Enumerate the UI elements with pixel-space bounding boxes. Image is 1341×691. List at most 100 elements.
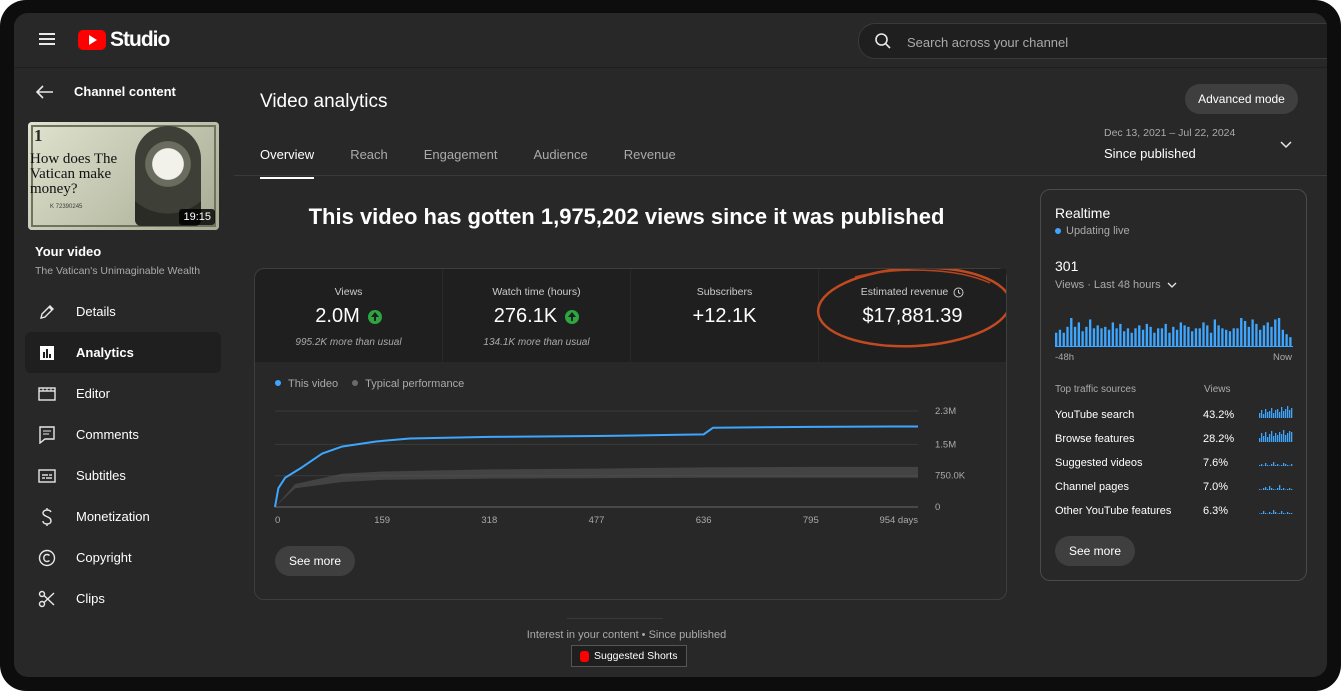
advanced-mode-button[interactable]: Advanced mode: [1185, 84, 1298, 114]
trend-up-icon: [565, 309, 580, 324]
tab-audience[interactable]: Audience: [533, 147, 588, 162]
x-tick-label: 0: [275, 515, 280, 526]
sparkline-bar: [1275, 512, 1277, 514]
x-tick-label: 159: [374, 515, 390, 526]
tab-engagement[interactable]: Engagement: [423, 147, 498, 162]
sparkline-bar: [1263, 511, 1265, 514]
tab-reach[interactable]: Reach: [350, 147, 388, 162]
sparkline-bar: [1263, 465, 1265, 466]
channel-search[interactable]: [858, 23, 1327, 60]
sparkline-bar: [1283, 411, 1285, 418]
subtitles-icon: [37, 468, 57, 483]
sparkline-bar: [1265, 463, 1267, 466]
sparkline-bar: [1271, 464, 1273, 466]
legend-typical-performance[interactable]: Typical performance: [352, 378, 464, 390]
sidebar-item-copyright[interactable]: Copyright: [25, 537, 221, 578]
sparkline-bar: [1291, 489, 1293, 490]
sparkline-bar: [1287, 465, 1289, 466]
suggested-shorts-chip[interactable]: Suggested Shorts: [571, 645, 688, 667]
pencil-icon: [37, 303, 57, 321]
sparkline-bar: [1283, 488, 1285, 490]
realtime-bar: [1206, 325, 1209, 346]
sidebar-item-subtitles[interactable]: Subtitles: [25, 455, 221, 496]
see-more-button[interactable]: See more: [275, 546, 356, 576]
realtime-bar: [1157, 328, 1160, 346]
tab-revenue[interactable]: Revenue: [623, 147, 676, 162]
dollar-icon: [37, 507, 57, 527]
realtime-bar: [1198, 328, 1201, 346]
realtime-bar: [1130, 332, 1133, 346]
sparkline-bar: [1269, 434, 1271, 442]
realtime-bar: [1228, 331, 1232, 346]
sparkline-bar: [1265, 432, 1267, 442]
sparkline-bar: [1279, 465, 1281, 466]
sparkline-bar: [1259, 489, 1261, 490]
arrow-left-icon: [36, 84, 53, 99]
search-input[interactable]: [905, 24, 1289, 60]
metric-subscribers[interactable]: Subscribers +12.1K: [631, 269, 819, 362]
sparkline-bar: [1291, 432, 1293, 442]
sparkline-bar: [1269, 512, 1271, 514]
realtime-period-select[interactable]: Views · Last 48 hours: [1055, 279, 1177, 291]
traffic-source-row[interactable]: Browse features 28.2%: [1055, 430, 1295, 457]
sidebar-item-editor[interactable]: Editor: [25, 373, 221, 414]
sparkline-bar: [1265, 409, 1267, 418]
video-thumbnail[interactable]: 1 How does The Vatican make money? K 723…: [28, 122, 219, 230]
traffic-source-name: Suggested videos: [1055, 457, 1143, 469]
sparkline-bar: [1287, 512, 1289, 514]
overview-card: Views 2.0M 995.2K more than usual Watch …: [254, 268, 1007, 600]
sparkline-bar: [1285, 513, 1287, 514]
realtime-bar: [1289, 337, 1292, 346]
realtime-bar: [1259, 329, 1262, 346]
legend-this-video[interactable]: This video: [275, 378, 338, 390]
traffic-source-row[interactable]: YouTube search 43.2%: [1055, 406, 1295, 433]
traffic-source-name: Other YouTube features: [1055, 505, 1172, 517]
sidebar-item-comments[interactable]: Comments: [25, 414, 221, 455]
menu-icon[interactable]: [39, 33, 55, 45]
back-to-channel-content[interactable]: Channel content: [36, 84, 176, 99]
this-video-line: [274, 425, 919, 508]
sparkline-bar: [1285, 489, 1287, 490]
metric-watch-time[interactable]: Watch time (hours) 276.1K 134.1K more th…: [443, 269, 631, 362]
realtime-bar: [1221, 328, 1224, 346]
studio-logo[interactable]: Studio: [78, 28, 170, 52]
sparkline-bar: [1281, 489, 1283, 490]
realtime-axis-end: Now: [1273, 352, 1293, 363]
comments-icon: [37, 425, 57, 444]
realtime-bar: [1145, 323, 1149, 346]
realtime-axis-start: -48h: [1055, 352, 1075, 363]
sidebar-item-monetization[interactable]: Monetization: [25, 496, 221, 537]
traffic-source-name: YouTube search: [1055, 409, 1135, 421]
realtime-bar: [1089, 319, 1092, 346]
chevron-down-icon: [1167, 282, 1177, 288]
realtime-bar: [1225, 329, 1228, 346]
realtime-bar: [1194, 328, 1198, 346]
sidebar-item-details[interactable]: Details: [25, 291, 221, 332]
realtime-bar: [1073, 326, 1077, 346]
traffic-sparkline: [1259, 485, 1293, 490]
traffic-source-row[interactable]: Suggested videos 7.6%: [1055, 457, 1295, 481]
date-range-picker[interactable]: Dec 13, 2021 – Jul 22, 2024 Since publis…: [1104, 127, 1304, 161]
sparkline-bar: [1287, 433, 1289, 442]
realtime-card: Realtime Updating live 301 Views · Last …: [1040, 189, 1307, 581]
metric-views[interactable]: Views 2.0M 995.2K more than usual: [255, 269, 443, 362]
realtime-bar: [1217, 325, 1220, 346]
traffic-source-row[interactable]: Other YouTube features 6.3%: [1055, 505, 1295, 529]
search-icon: [875, 33, 891, 49]
analytics-icon: [37, 345, 57, 361]
tab-overview[interactable]: Overview: [260, 147, 315, 179]
sparkline-bar: [1291, 513, 1293, 514]
traffic-source-row[interactable]: Channel pages 7.0%: [1055, 481, 1295, 505]
sidebar-item-clips[interactable]: Clips: [25, 578, 221, 619]
realtime-bar: [1266, 322, 1269, 346]
sparkline-bar: [1271, 431, 1273, 442]
chevron-down-icon: [1280, 141, 1292, 149]
sidebar-item-analytics[interactable]: Analytics: [25, 332, 221, 373]
traffic-source-percent: 7.0%: [1203, 481, 1229, 493]
realtime-see-more-button[interactable]: See more: [1055, 536, 1136, 566]
sparkline-bar: [1277, 435, 1279, 442]
realtime-bar: [1164, 323, 1167, 346]
realtime-bar: [1183, 325, 1186, 346]
sparkline-bar: [1269, 486, 1271, 490]
sparkline-bar: [1275, 433, 1277, 442]
